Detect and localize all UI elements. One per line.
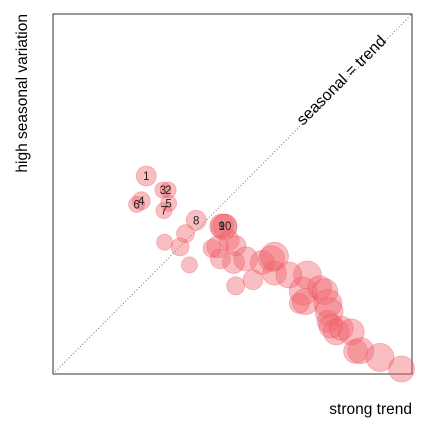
point-label: 9: [218, 221, 224, 233]
scatter-point: [262, 260, 287, 286]
scatter-point: [293, 260, 322, 290]
scatter-point: [249, 249, 275, 275]
scatter-point: [242, 269, 264, 291]
point-label: 3: [160, 185, 166, 197]
point-label: 1: [143, 171, 149, 183]
scatter-point: [131, 191, 151, 211]
scatter-point: [347, 337, 375, 365]
point-label: 5: [165, 198, 171, 210]
scatter-point: [275, 261, 303, 289]
scatter-point: [388, 355, 416, 383]
scatter-point: [128, 195, 146, 213]
scatter-point: [226, 276, 246, 296]
scatter-point: [318, 313, 344, 339]
scatter-point: [206, 235, 230, 259]
point-label: 10: [219, 221, 232, 233]
scatter-point: [307, 275, 333, 301]
reference-line-label: seasonal = trend: [294, 33, 390, 129]
scatter-point: [212, 213, 238, 239]
scatter-point: [260, 241, 289, 271]
scatter-point: [291, 288, 319, 316]
point-label: 2: [165, 185, 171, 197]
scatter-point: [288, 292, 310, 314]
scatter-point: [337, 318, 365, 346]
point-label: 6: [133, 199, 139, 211]
scatter-point: [233, 246, 259, 272]
scatter-point: [160, 194, 178, 212]
scatter-point: [343, 338, 369, 364]
point-label: 8: [193, 215, 199, 227]
plot-frame: [52, 13, 413, 375]
scatter-point: [328, 315, 354, 341]
scatter-point: [218, 229, 240, 251]
scatter-point: [288, 276, 318, 306]
scatter-point: [311, 278, 339, 306]
scatter-point: [202, 238, 222, 258]
scatter-point: [322, 318, 350, 346]
scatter-point: [225, 235, 247, 257]
scatter-point: [313, 288, 343, 318]
scatter-point: [180, 256, 198, 274]
scatter-point: [316, 309, 340, 333]
y-axis-label: high seasonal variation: [14, 14, 31, 173]
scatter-point: [222, 250, 246, 274]
scatter-point: [156, 233, 174, 251]
scatter-point: [210, 213, 238, 241]
scatter-point: [135, 165, 157, 187]
point-label: 4: [138, 196, 145, 208]
scatter-point: [314, 297, 344, 327]
scatter-point: [159, 181, 177, 199]
scatter-point: [258, 245, 286, 273]
point-label: 7: [161, 206, 167, 218]
scatter-point: [185, 209, 207, 231]
x-axis-label: strong trend: [329, 401, 412, 418]
scatter-point: [209, 248, 231, 270]
scatter-point: [154, 181, 172, 199]
scatter-point: [176, 224, 195, 244]
scatter-point: [155, 202, 173, 220]
scatter-point: [209, 213, 235, 239]
scatter-point: [365, 342, 395, 372]
scatter-point: [170, 237, 190, 257]
